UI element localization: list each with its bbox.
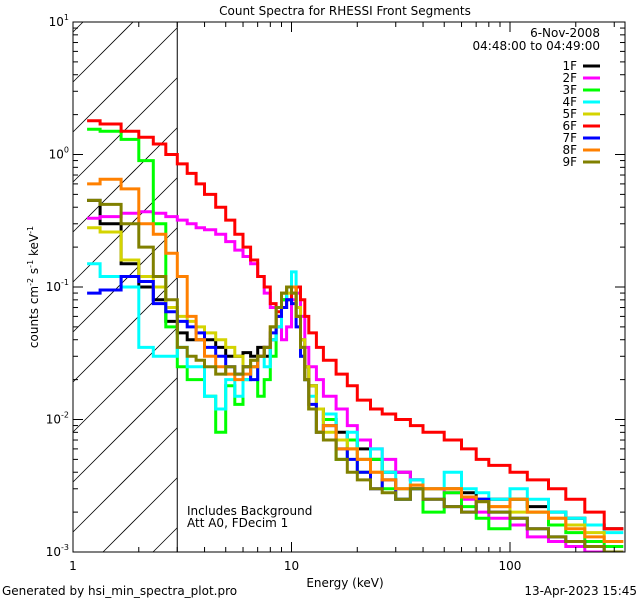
time-range-label: 04:48:00 to 04:49:00 (473, 39, 600, 53)
y-tick-label: 100 (49, 146, 69, 162)
series-6F (87, 119, 624, 531)
axes: 1 10 100 10-3 10-2 10-1 100 101 (46, 13, 626, 573)
y-tick-label: 10-2 (46, 411, 69, 427)
legend-label-9F: 9F (562, 155, 577, 169)
date-label: 6-Nov-2008 (530, 26, 600, 40)
hatch-line (72, 427, 178, 533)
hatch-line (152, 527, 178, 553)
hatch-line (72, 227, 178, 333)
x-axis-label: Energy (keV) (306, 576, 383, 590)
series-4F (87, 262, 624, 535)
footer-timestamp: 13-Apr-2023 15:45 (524, 584, 637, 598)
y-tick-label: 10-3 (46, 543, 69, 559)
legend-label-8F: 8F (562, 143, 577, 157)
annotation-background: Includes Background (187, 504, 312, 518)
y-tick-label: 101 (49, 13, 69, 29)
y-tick-label: 10-1 (46, 278, 69, 294)
footer-generated-by: Generated by hsi_min_spectra_plot.pro (2, 584, 237, 598)
hatch-line (72, 177, 178, 283)
hatch-line (72, 21, 134, 83)
hatch-line (72, 327, 178, 433)
hatch-line (72, 277, 178, 383)
series-2F (87, 210, 624, 552)
legend-label-3F: 3F (562, 83, 577, 97)
hatch-line (72, 27, 178, 133)
y-axis-label: counts cm-2 s-1 keV-1 (26, 226, 41, 348)
hatch-line (102, 477, 178, 553)
legend-label-2F: 2F (562, 71, 577, 85)
series-layer (87, 119, 624, 552)
hatch-line (72, 377, 178, 483)
legend-label-4F: 4F (562, 95, 577, 109)
x-tick-label: 100 (499, 559, 522, 573)
series-9F (87, 198, 624, 552)
legend-label-7F: 7F (562, 131, 577, 145)
hatch-line (72, 21, 84, 33)
x-tick-label: 1 (69, 559, 77, 573)
legend-label-5F: 5F (562, 107, 577, 121)
legend-label-1F: 1F (562, 59, 577, 73)
annotation-attenuator: Att A0, FDecim 1 (187, 516, 288, 530)
legend-label-6F: 6F (562, 119, 577, 133)
chart-title: Count Spectra for RHESSI Front Segments (219, 4, 471, 18)
x-tick-label: 10 (284, 559, 299, 573)
